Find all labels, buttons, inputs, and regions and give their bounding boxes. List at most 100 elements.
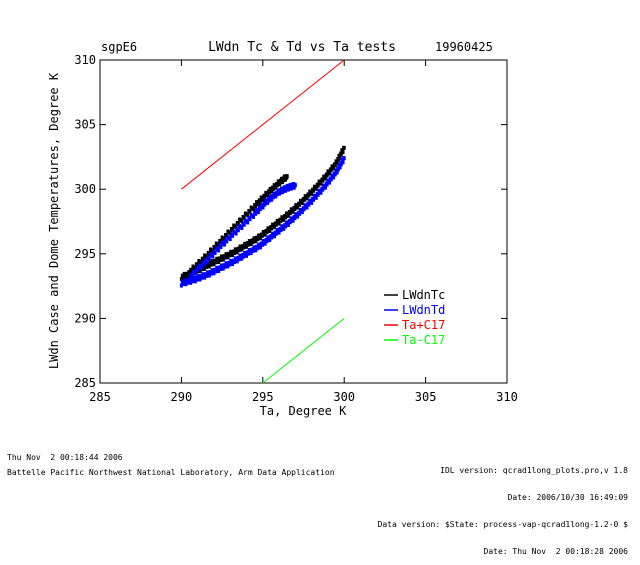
data-point	[258, 207, 262, 212]
data-point	[217, 248, 221, 253]
data-point	[271, 195, 275, 200]
data-point	[270, 197, 274, 202]
data-point	[184, 275, 188, 280]
data-point	[328, 180, 332, 185]
data-point	[195, 277, 199, 282]
data-point	[265, 239, 269, 244]
data-point	[341, 150, 345, 155]
data-point	[279, 219, 283, 224]
data-point	[261, 197, 265, 202]
data-point	[288, 220, 292, 225]
data-point	[199, 266, 203, 271]
data-point	[321, 178, 325, 183]
data-point	[260, 233, 264, 238]
data-point	[218, 258, 222, 263]
series-ta+c17	[181, 60, 345, 190]
data-point	[266, 193, 270, 198]
data-point	[323, 176, 327, 181]
data-point	[285, 174, 289, 179]
data-point	[213, 250, 217, 255]
data-point	[234, 225, 238, 230]
y-axis-label: LWdn Case and Dome Temperatures, Degree …	[47, 72, 61, 369]
data-point	[231, 233, 235, 238]
data-point	[235, 259, 239, 264]
data-point	[209, 271, 213, 276]
data-point	[274, 194, 278, 199]
data-point	[307, 202, 311, 207]
data-point	[274, 222, 278, 227]
data-point	[263, 202, 267, 207]
y-tick-label: 295	[74, 247, 96, 261]
data-point	[256, 246, 260, 251]
data-point	[319, 190, 323, 195]
data-point	[332, 175, 336, 180]
data-point	[223, 264, 227, 269]
y-tick-label: 290	[74, 311, 96, 325]
data-point	[286, 213, 290, 218]
data-point	[293, 207, 297, 212]
data-point	[214, 260, 218, 265]
data-point	[263, 232, 267, 237]
data-point	[300, 201, 304, 206]
data-point	[254, 204, 258, 209]
series-lwdntd-branch	[188, 181, 297, 282]
data-point	[198, 277, 202, 282]
data-point	[246, 242, 250, 247]
data-point	[258, 199, 262, 204]
data-point	[189, 280, 193, 285]
legend-label: Ta+C17	[402, 318, 445, 332]
data-point	[277, 230, 281, 235]
data-point	[196, 268, 200, 273]
legend-label: LWdnTd	[402, 303, 445, 317]
series-line	[181, 60, 345, 190]
data-point	[232, 260, 236, 265]
x-tick-label: 310	[496, 390, 518, 404]
data-point	[325, 182, 329, 187]
data-point	[235, 250, 239, 255]
data-point	[256, 202, 260, 207]
data-point	[323, 185, 327, 190]
site-label: sgpE6	[101, 40, 137, 54]
data-point	[314, 195, 318, 200]
data-point	[302, 207, 306, 212]
data-point	[201, 262, 205, 267]
footer-version-block: IDL version: qcrad1long_plots.pro,v 1.8 …	[378, 448, 628, 565]
data-point	[245, 244, 249, 249]
data-point	[268, 228, 272, 233]
footer-version-line: Data version: $State: process-vap-qcrad1…	[377, 520, 628, 529]
data-point	[329, 177, 333, 182]
data-point	[234, 231, 238, 236]
chart: sgpE6 LWdn Tc & Td vs Ta tests 19960425 …	[47, 40, 518, 418]
data-point	[242, 215, 246, 220]
data-point	[190, 273, 194, 278]
data-point	[191, 279, 195, 284]
data-point	[256, 237, 260, 242]
data-point	[336, 167, 340, 172]
data-point	[282, 217, 286, 222]
data-point	[277, 221, 281, 226]
footer-organization: Battelle Pacific Northwest National Labo…	[7, 468, 335, 477]
data-point	[305, 196, 309, 201]
data-point	[231, 253, 235, 258]
axis-ticks	[99, 59, 508, 384]
data-point	[249, 251, 253, 256]
data-point	[336, 157, 340, 162]
data-point	[296, 205, 300, 210]
data-point	[342, 145, 346, 150]
data-point	[270, 235, 274, 240]
data-point	[335, 161, 339, 166]
x-tick-label: 285	[89, 390, 111, 404]
data-point	[314, 186, 318, 191]
data-point	[205, 264, 209, 269]
data-point	[198, 269, 202, 274]
data-point	[263, 194, 267, 199]
data-point	[310, 200, 314, 205]
data-point	[254, 211, 258, 216]
series-ta-c17	[261, 318, 345, 383]
data-point	[298, 202, 302, 207]
data-point	[248, 217, 252, 222]
data-point	[305, 205, 309, 210]
data-point	[282, 226, 286, 231]
data-point	[222, 242, 226, 247]
data-point	[251, 248, 255, 253]
